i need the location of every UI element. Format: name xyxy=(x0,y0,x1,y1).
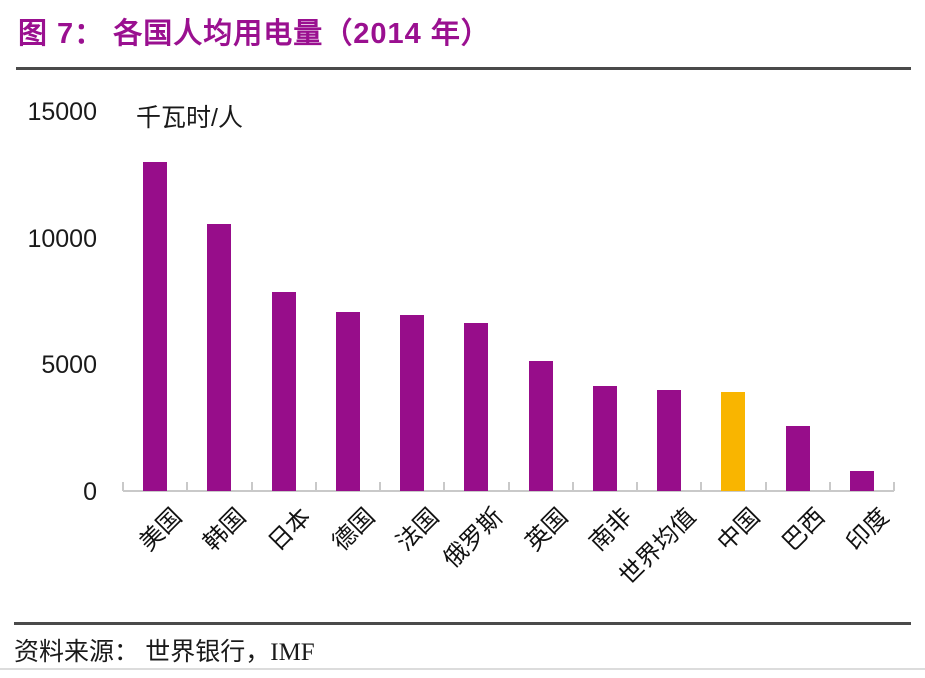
y-axis-tick-label: 5000 xyxy=(41,351,97,380)
x-axis-label: 法国 xyxy=(391,503,445,557)
chart-bar-6 xyxy=(464,322,489,491)
y-axis-unit-label: 千瓦时/人 xyxy=(136,104,243,132)
y-axis-tick-label: 15000 xyxy=(27,98,97,126)
chart-bar-2 xyxy=(207,223,232,491)
chart-bar-7 xyxy=(528,360,553,491)
x-axis-label: 韩国 xyxy=(198,503,252,557)
page-title: 图 7： 各国人均用电量（2014 年） xyxy=(18,18,491,50)
chart-bar-10 xyxy=(721,392,746,491)
source-divider xyxy=(14,622,911,625)
chart-bar-11 xyxy=(785,426,810,491)
x-axis-tick xyxy=(379,482,381,491)
chart-bar-8 xyxy=(592,385,617,491)
bottom-border xyxy=(0,668,925,670)
x-axis-tick xyxy=(828,482,831,491)
chart-bar-5 xyxy=(400,314,425,491)
x-axis-label: 印度 xyxy=(841,503,895,557)
chart-bar-3 xyxy=(271,292,296,491)
y-axis-tick-label: 10000 xyxy=(27,224,97,253)
x-axis-tick xyxy=(250,482,253,491)
x-axis-tick xyxy=(122,482,124,491)
x-axis-label: 中国 xyxy=(712,503,766,557)
chart-bar-12 xyxy=(849,470,874,491)
chart-bar-4 xyxy=(335,312,360,491)
x-axis-tick xyxy=(186,482,189,491)
x-axis-label: 英国 xyxy=(519,503,574,557)
x-axis-tick xyxy=(893,482,895,491)
x-axis-tick xyxy=(764,482,767,491)
x-axis-label: 巴西 xyxy=(776,503,831,557)
x-axis-tick xyxy=(443,482,446,491)
source-note: 资料来源： 世界银行，IMF xyxy=(14,639,315,666)
x-axis-line xyxy=(123,490,894,492)
x-axis-label: 德国 xyxy=(327,503,381,557)
x-axis-label: 日本 xyxy=(262,503,317,557)
x-axis-label: 美国 xyxy=(134,503,188,557)
x-axis-tick xyxy=(571,482,574,491)
x-axis-tick xyxy=(636,482,638,491)
y-axis-tick-labels: 0 5000 10000 15000 xyxy=(0,0,97,506)
chart-bar-1 xyxy=(143,161,168,491)
y-axis-tick-label: 0 xyxy=(83,478,97,506)
x-axis-label: 俄罗斯 xyxy=(438,503,509,574)
x-axis-tick xyxy=(700,482,703,491)
title-divider xyxy=(16,67,911,70)
x-axis-tick xyxy=(507,482,510,491)
chart-bar-9 xyxy=(657,389,682,491)
bar-chart-plot: 美国 韩国 日本 德国 法国 俄罗斯 英国 南非 世界均值 中国 巴西 印度 xyxy=(122,0,895,590)
x-axis-tick xyxy=(314,482,317,491)
x-axis-label: 南非 xyxy=(584,503,638,557)
